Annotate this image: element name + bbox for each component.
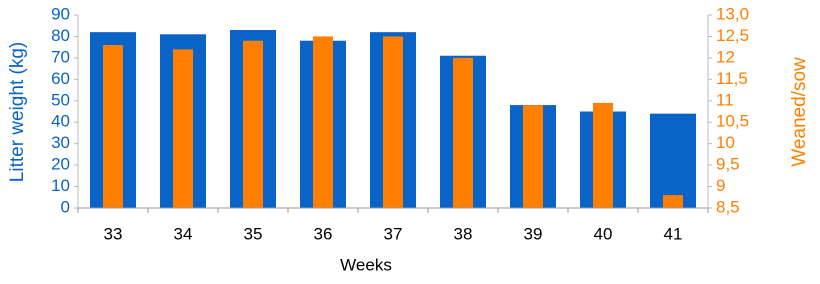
bar-y2 <box>663 195 683 208</box>
x-axis-title: Weeks <box>340 255 392 274</box>
y-tick-label: 10 <box>51 176 70 195</box>
bar <box>650 113 696 208</box>
y2-tick-label: 12,5 <box>716 26 749 45</box>
bar-y2 <box>243 40 263 208</box>
bar-y2 <box>523 105 543 208</box>
y2-tick-label: 11,5 <box>716 69 748 88</box>
y-tick-label: 80 <box>51 26 70 45</box>
y2-tick-label: 12 <box>716 47 735 66</box>
x-tick-label: 35 <box>244 224 263 243</box>
y-tick-label: 0 <box>61 197 70 216</box>
x-tick-label: 36 <box>314 224 333 243</box>
x-tick-label: 38 <box>454 224 473 243</box>
y-tick-label: 30 <box>51 133 70 152</box>
x-tick-label: 34 <box>174 224 193 243</box>
x-tick-label: 41 <box>664 224 683 243</box>
y2-tick-label: 11 <box>716 90 734 109</box>
bar-y2 <box>593 102 613 208</box>
y-tick-label: 40 <box>51 112 70 131</box>
bar-y2 <box>383 36 403 208</box>
y2-tick-label: 8,5 <box>716 197 740 216</box>
x-tick-label: 37 <box>384 224 403 243</box>
x-tick-label: 33 <box>104 224 123 243</box>
y2-tick-label: 10 <box>716 133 735 152</box>
y2-tick-label: 13,0 <box>716 4 749 23</box>
x-tick-label: 40 <box>594 224 613 243</box>
bar-y2 <box>313 36 333 208</box>
y2-tick-label: 9 <box>716 176 725 195</box>
y2-axis-title: Weaned/sow <box>789 57 810 167</box>
bar-y2 <box>453 57 473 209</box>
y-tick-label: 70 <box>51 47 70 66</box>
bar-y2 <box>173 49 193 208</box>
bar-y2 <box>103 45 123 209</box>
y-tick-label: 60 <box>51 69 70 88</box>
y-tick-label: 50 <box>51 90 70 109</box>
y2-tick-label: 9,5 <box>716 155 740 174</box>
y-tick-label: 90 <box>51 4 70 23</box>
x-tick-label: 39 <box>524 224 543 243</box>
y2-tick-label: 10,5 <box>716 112 749 131</box>
y-axis-title: Litter weight (kg) <box>7 42 28 182</box>
y-tick-label: 20 <box>51 155 70 174</box>
